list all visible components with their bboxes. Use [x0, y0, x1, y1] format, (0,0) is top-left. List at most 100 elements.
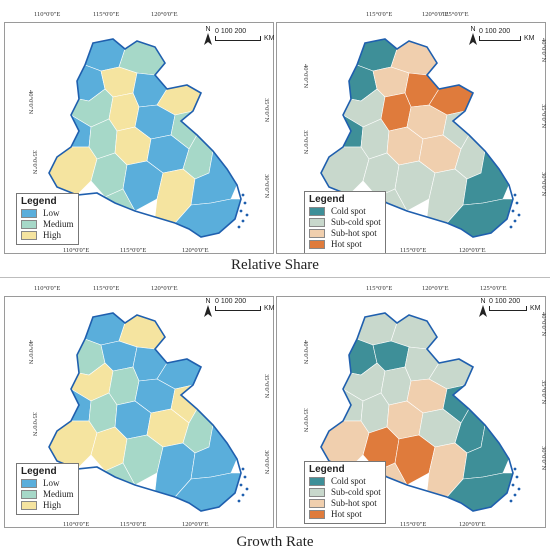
north-arrow-icon — [204, 33, 212, 45]
swatch — [309, 229, 325, 238]
lat-label: 35°0'0"N — [31, 150, 38, 175]
scale-bar: 0 100 200 KM — [215, 28, 275, 42]
scale-unit: KM — [524, 35, 535, 42]
scale-unit: KM — [530, 305, 541, 312]
lon-label: 115°0'0"E — [366, 11, 393, 18]
lon-label: 120°0'0"E — [459, 247, 486, 254]
island-1 — [515, 475, 519, 479]
region-map — [48, 38, 249, 238]
legend-item-subhot: Sub-hot spot — [309, 498, 381, 509]
scale-bar: 0 100 200 KM — [479, 28, 535, 42]
scale-ticks: 0 100 200 — [489, 298, 521, 305]
legend-item-high: High — [21, 230, 74, 241]
island-2 — [511, 483, 515, 487]
region-map — [320, 38, 521, 238]
swatch — [21, 220, 37, 229]
legend-item-high: High — [21, 500, 74, 511]
region-outline — [48, 38, 242, 238]
island-3 — [517, 213, 521, 217]
legend-item-cold: Cold spot — [309, 476, 381, 487]
lon-label: 110°0'0"E — [34, 11, 61, 18]
lat-label: 40°0'0"N — [302, 340, 309, 365]
lat-label: 40°0'0"N — [27, 340, 34, 365]
north-arrow: N — [203, 26, 213, 47]
map-relative-share-hotspot: Legend Cold spot Sub-cold spot Sub-hot s… — [276, 22, 546, 254]
map-canvas — [48, 38, 249, 238]
lon-label: 120°0'0"E — [151, 285, 178, 292]
region-outline — [48, 312, 242, 512]
legend: Legend Cold spot Sub-cold spot Sub-hot s… — [304, 461, 386, 524]
north-arrow: N — [478, 298, 488, 319]
scale-unit: KM — [264, 305, 275, 312]
lon-label: 110°0'0"E — [63, 247, 90, 254]
caption-growth-rate: Growth Rate — [236, 534, 314, 550]
lat-label: 35°0'0"N — [540, 104, 547, 129]
lat-label: 30°0'0"N — [263, 450, 270, 475]
lat-label: 40°0'0"N — [540, 38, 547, 63]
legend: Legend Low Medium High — [16, 463, 79, 515]
scale-unit: KM — [264, 35, 275, 42]
island-2 — [239, 483, 243, 487]
island-3 — [245, 487, 249, 491]
legend-item-subcold: Sub-cold spot — [309, 487, 381, 498]
lon-label: 125°0'0"E — [480, 285, 507, 292]
legend-item-medium: Medium — [21, 219, 74, 230]
island-1 — [243, 475, 247, 479]
lon-label: 120°0'0"E — [151, 11, 178, 18]
swatch — [309, 218, 325, 227]
legend: Legend Cold spot Sub-cold spot Sub-hot s… — [304, 191, 386, 253]
north-label: N — [470, 26, 476, 33]
legend-item-hot: Hot spot — [309, 509, 381, 520]
swatch — [21, 209, 37, 218]
legend-item-medium: Medium — [21, 489, 74, 500]
legend-title: Legend — [21, 196, 57, 207]
legend-item-subhot: Sub-hot spot — [309, 228, 381, 239]
legend-item-subcold: Sub-cold spot — [309, 217, 381, 228]
lon-label: 120°0'0"E — [182, 521, 209, 528]
lat-label: 35°0'0"N — [31, 412, 38, 437]
region-map — [48, 312, 249, 512]
row-divider — [0, 277, 550, 278]
swatch — [21, 479, 37, 488]
lon-label: 115°0'0"E — [366, 285, 393, 292]
region-outline — [320, 38, 514, 238]
lon-label: 110°0'0"E — [63, 521, 90, 528]
island-0 — [513, 467, 517, 471]
map-canvas — [320, 312, 521, 512]
island-0 — [513, 193, 517, 197]
lon-label: 120°0'0"E — [422, 285, 449, 292]
lat-label: 40°0'0"N — [540, 312, 547, 337]
lon-label: 120°0'0"E — [459, 521, 486, 528]
north-label: N — [205, 26, 211, 33]
island-1 — [243, 201, 247, 205]
island-3 — [517, 487, 521, 491]
lon-label: 120°0'0"E — [422, 11, 449, 18]
region-15 — [48, 420, 98, 470]
swatch — [21, 490, 37, 499]
island-3 — [245, 213, 249, 217]
island-5 — [237, 225, 241, 229]
swatch — [309, 477, 325, 486]
island-4 — [241, 219, 245, 223]
island-5 — [509, 499, 513, 503]
region-map — [320, 312, 521, 512]
lon-label: 115°0'0"E — [400, 521, 427, 528]
swatch — [309, 240, 325, 249]
region-15 — [48, 146, 98, 196]
island-4 — [513, 493, 517, 497]
scale-ticks: 0 100 200 — [479, 28, 511, 35]
map-growth-rate-hotspot: Legend Cold spot Sub-cold spot Sub-hot s… — [276, 296, 546, 528]
island-0 — [241, 193, 245, 197]
legend: Legend Low Medium High — [16, 193, 79, 245]
legend-item-cold: Cold spot — [309, 206, 381, 217]
island-5 — [237, 499, 241, 503]
lat-label: 30°0'0"N — [263, 174, 270, 199]
swatch — [21, 501, 37, 510]
scale-ticks: 0 100 200 — [215, 298, 247, 305]
lat-label: 35°0'0"N — [263, 374, 270, 399]
map-canvas — [48, 312, 249, 512]
legend-title: Legend — [309, 194, 345, 205]
legend-item-low: Low — [21, 478, 74, 489]
scale-ticks: 0 100 200 — [215, 28, 247, 35]
scale-bar: 0 100 200 KM — [489, 298, 541, 312]
